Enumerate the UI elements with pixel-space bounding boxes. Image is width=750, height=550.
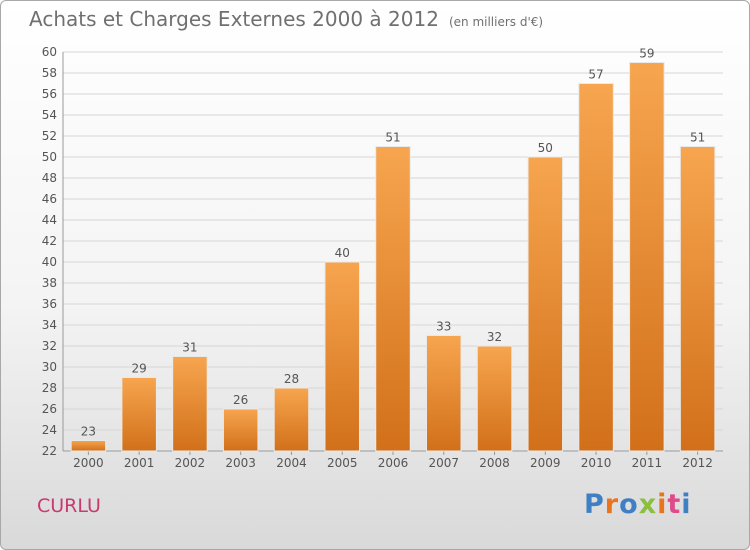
x-tick-label-2002: 2002 (175, 456, 206, 470)
proxiti-logo[interactable]: Proxiti (584, 489, 692, 520)
y-tick-label: 24 (42, 423, 57, 437)
value-label-2000: 23 (81, 425, 96, 439)
y-tick-label: 52 (42, 129, 57, 143)
bar-2002[interactable] (172, 356, 208, 452)
y-tick-label: 50 (42, 150, 57, 164)
bar-2001[interactable] (121, 377, 157, 452)
logo-letter: i (681, 489, 692, 520)
y-tick-label: 40 (42, 255, 57, 269)
value-label-2006: 51 (385, 131, 400, 145)
x-tick-label-2003: 2003 (225, 456, 256, 470)
value-label-2002: 31 (182, 341, 197, 355)
value-label-2007: 33 (436, 320, 451, 334)
x-tick-label-2007: 2007 (428, 456, 459, 470)
y-tick-label: 60 (42, 45, 57, 59)
x-tick-label-2001: 2001 (124, 456, 155, 470)
y-tick-label: 42 (42, 234, 57, 248)
x-tick-label-2012: 2012 (682, 456, 713, 470)
y-tick-label: 44 (42, 213, 57, 227)
x-tick-label-2010: 2010 (581, 456, 612, 470)
y-tick-label: 30 (42, 360, 57, 374)
commune-name: CURLU (37, 495, 101, 517)
chart-title: Achats et Charges Externes 2000 à 2012 (e… (29, 7, 543, 31)
x-tick-label-2009: 2009 (530, 456, 561, 470)
y-tick-label: 28 (42, 381, 57, 395)
logo-letter: t (667, 489, 682, 520)
logo-letter: o (619, 489, 639, 520)
y-tick-label: 36 (42, 297, 57, 311)
y-tick-label: 54 (42, 108, 57, 122)
x-tick-label-2008: 2008 (479, 456, 510, 470)
label-layer: 23 29 31 26 28 40 51 33 32 50 57 59 51 (81, 47, 706, 439)
value-label-2009: 50 (538, 141, 553, 155)
value-label-2004: 28 (284, 372, 299, 386)
bar-2000[interactable] (70, 440, 107, 452)
y-tick-label: 38 (42, 276, 57, 290)
value-label-2001: 29 (132, 362, 147, 376)
bar-2008[interactable] (476, 345, 513, 452)
y-tick-label: 32 (42, 339, 57, 353)
value-label-2012: 51 (690, 131, 705, 145)
bar-2009[interactable] (527, 156, 564, 452)
y-tick-label: 22 (42, 444, 57, 458)
value-label-2005: 40 (335, 246, 350, 260)
y-tick-label: 58 (42, 66, 57, 80)
x-tick-label-2011: 2011 (632, 456, 663, 470)
y-tick-label: 26 (42, 402, 57, 416)
x-tick-label-2004: 2004 (276, 456, 307, 470)
x-tick-label-2005: 2005 (327, 456, 358, 470)
value-label-2008: 32 (487, 330, 502, 344)
bar-2007[interactable] (426, 335, 462, 452)
bar-layer (70, 62, 716, 452)
value-label-2010: 57 (588, 68, 603, 82)
bar-2006[interactable] (375, 146, 411, 452)
logo-letter: P (584, 489, 605, 520)
bar-2012[interactable] (679, 146, 716, 452)
title-text: Achats et Charges Externes 2000 à 2012 (29, 7, 439, 31)
bar-2004[interactable] (273, 387, 310, 452)
y-tick-label: 56 (42, 87, 57, 101)
y-tick-label: 34 (42, 318, 57, 332)
value-label-2003: 26 (233, 393, 248, 407)
bar-2010[interactable] (578, 83, 614, 452)
value-label-2011: 59 (639, 47, 654, 61)
y-tick-label: 48 (42, 171, 57, 185)
logo-letter: i (657, 489, 668, 520)
unit-label: (en milliers d'€) (448, 15, 544, 29)
bar-2005[interactable] (324, 261, 360, 452)
logo-letter: x (638, 489, 658, 520)
x-tick-label-2000: 2000 (73, 456, 104, 470)
y-tick-label: 46 (42, 192, 57, 206)
bar-2011[interactable] (629, 62, 665, 452)
bar-2003[interactable] (222, 408, 259, 452)
logo-letter: r (604, 489, 620, 520)
x-tick-label-2006: 2006 (378, 456, 409, 470)
